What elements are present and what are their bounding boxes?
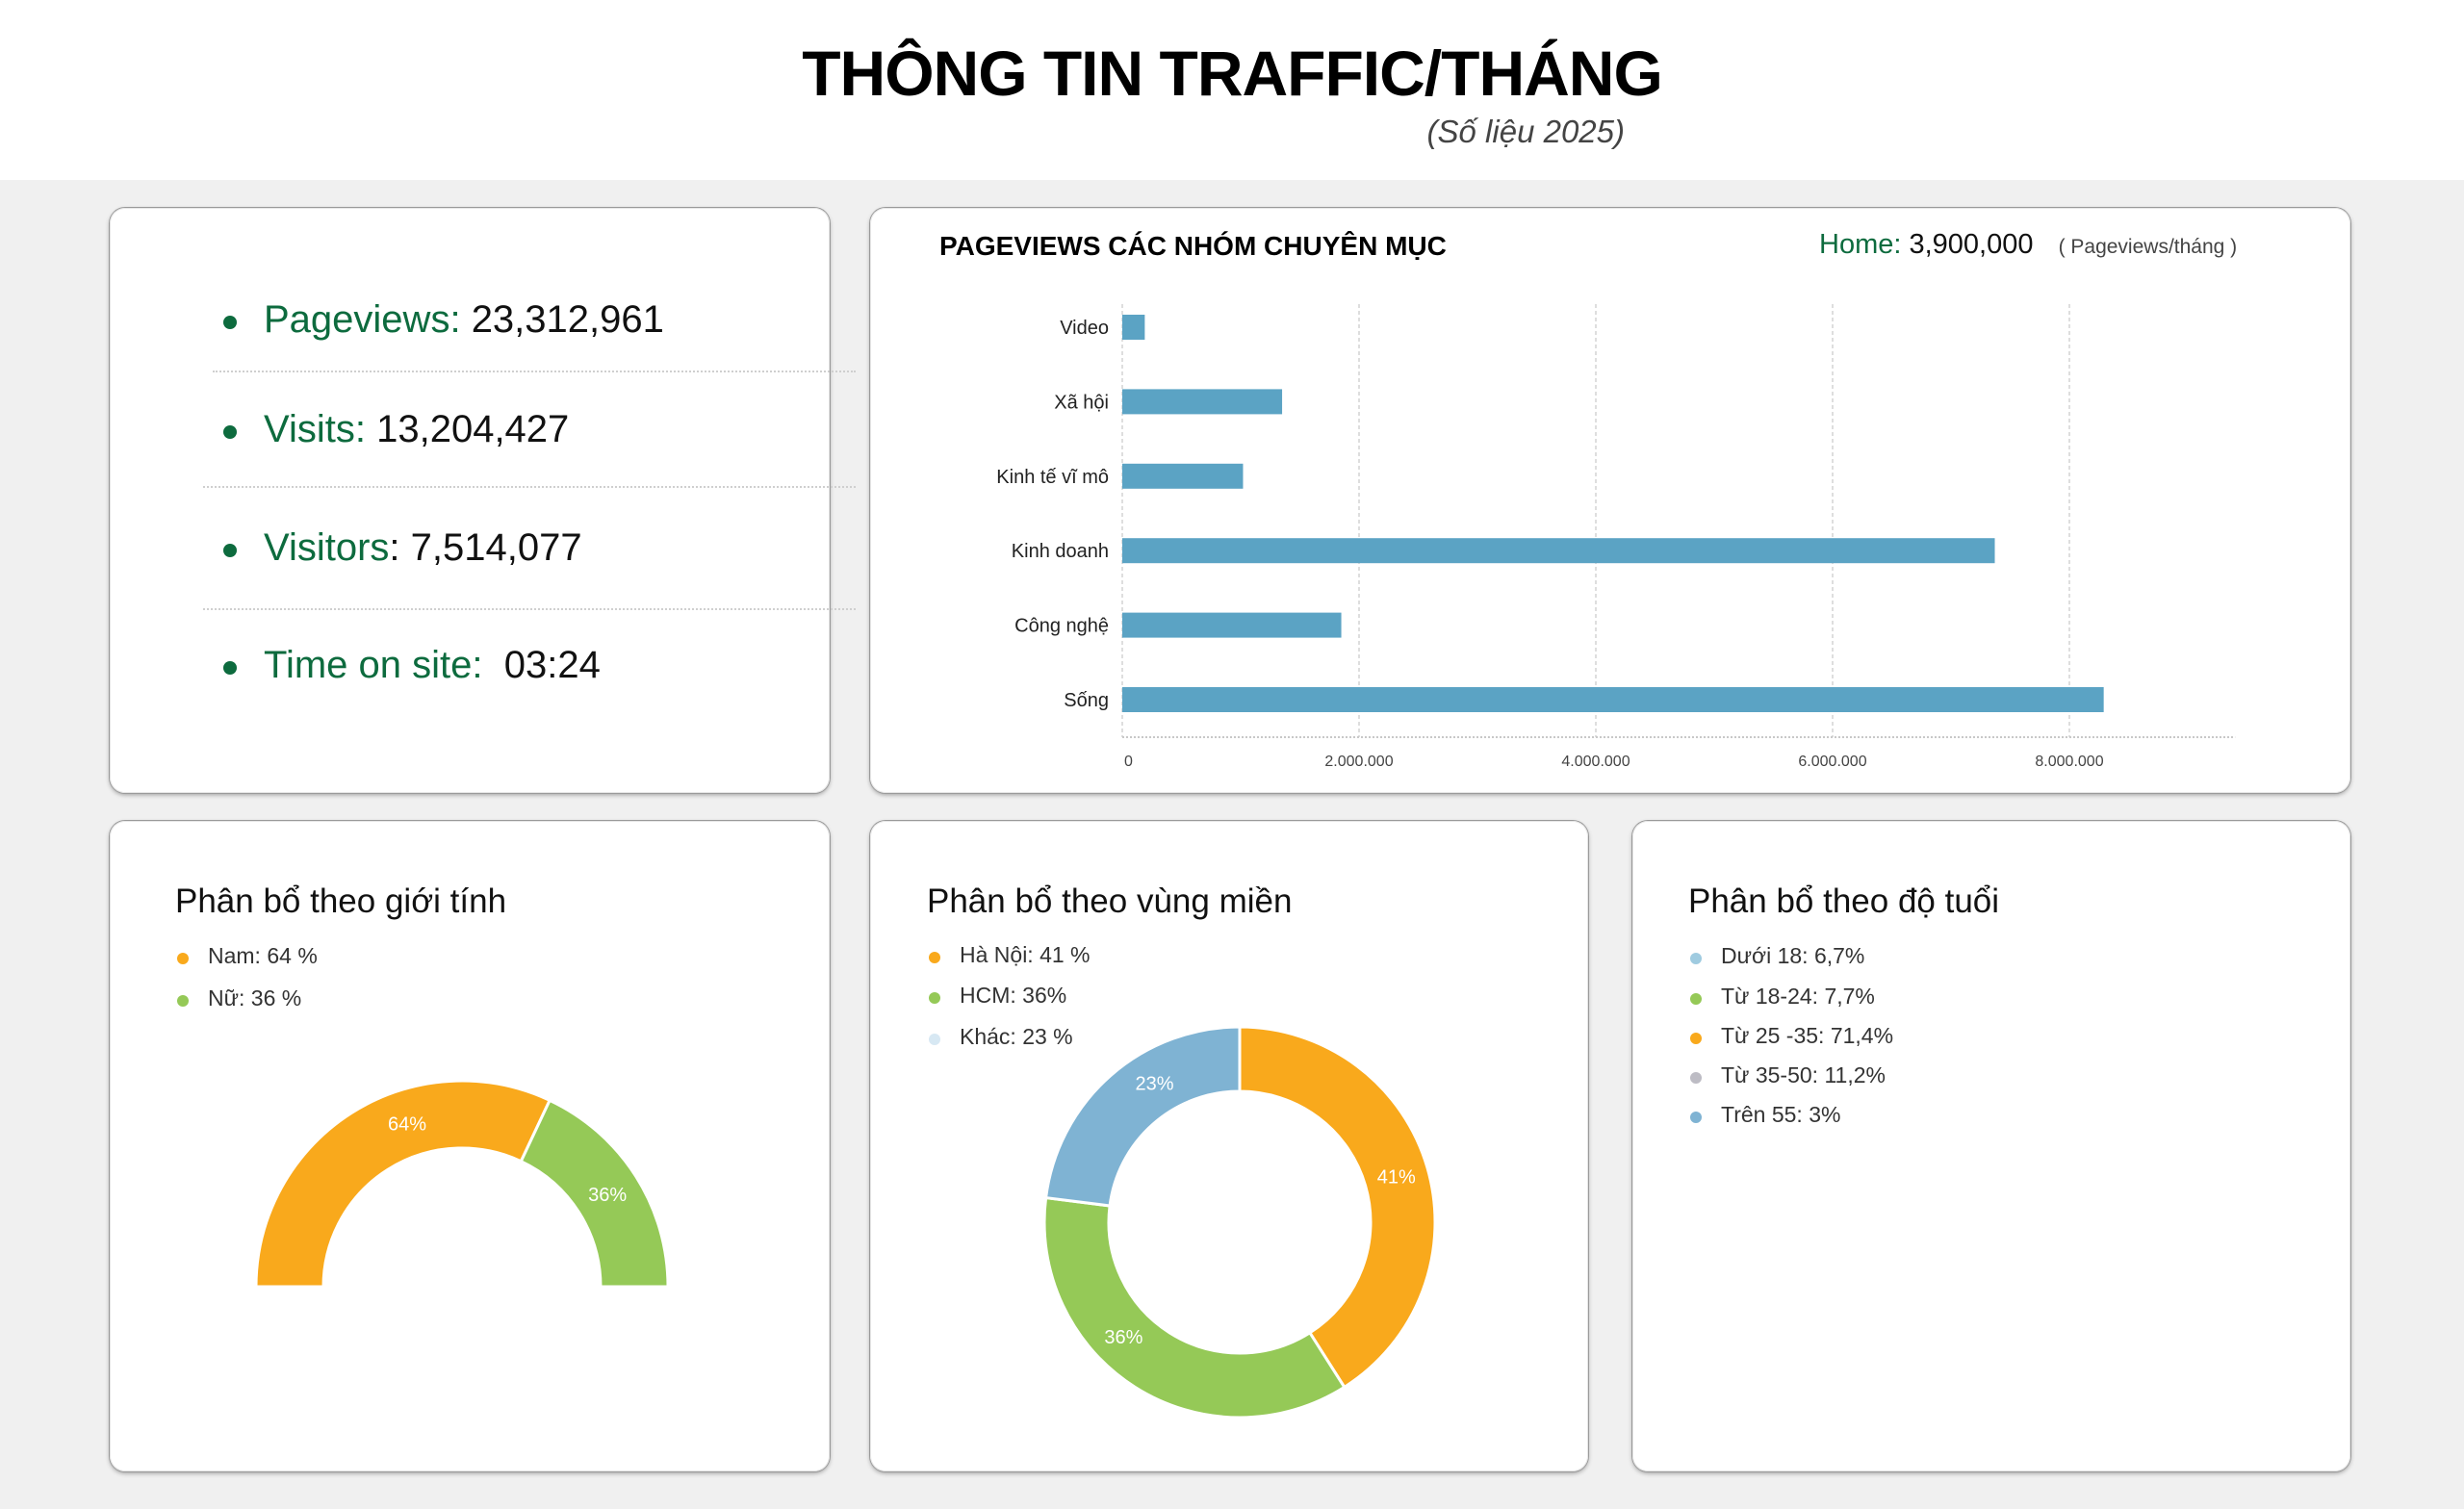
stat-visitors: Visitors: 7,514,077: [110, 521, 830, 578]
region-card: Phân bổ theo vùng miền Hà Nội: 41 % HCM:…: [870, 821, 1588, 1471]
legend-dot-icon: [929, 992, 940, 1004]
legend-text: Nam: 64 %: [208, 943, 318, 968]
gender-title: Phân bổ theo giới tính: [175, 882, 507, 920]
legend-dot-icon: [1690, 1072, 1702, 1084]
category-label: Kinh tế vĩ mô: [996, 467, 1109, 488]
x-tick-label: 4.000.000: [1561, 754, 1630, 770]
home-label: Home:: [1819, 229, 1902, 260]
legend-dot-icon: [1690, 1112, 1702, 1123]
legend-dot-icon: [929, 1034, 940, 1045]
legend-text: HCM: 36%: [960, 983, 1067, 1008]
stat-text: Pageviews: 23,312,961: [264, 298, 664, 342]
region-slice: [1238, 1025, 1437, 1390]
bar: [1122, 612, 1342, 638]
region-slice: [1043, 1025, 1242, 1208]
home-pageviews-note: Home: 3,900,000 ( Pageviews/tháng ): [1819, 229, 2237, 261]
stat-text: Visitors: 7,514,077: [264, 526, 582, 570]
legend-dot-icon: [1690, 993, 1702, 1005]
category-label: Sống: [1064, 690, 1109, 711]
legend-text: Từ 18-24: 7,7%: [1721, 984, 1875, 1009]
pageviews-chart-card: PAGEVIEWS CÁC NHÓM CHUYÊN MỤC Home: 3,90…: [870, 208, 2350, 793]
page-header: THÔNG TIN TRAFFIC/THÁNG (Số liệu 2025): [0, 0, 2464, 180]
stat-visits: Visits: 13,204,427: [110, 402, 830, 460]
category-label: Công nghệ: [1014, 616, 1109, 637]
region-title: Phân bổ theo vùng miền: [927, 882, 1293, 920]
legend-dot-icon: [929, 952, 940, 963]
bar: [1122, 315, 1145, 340]
bar: [1122, 463, 1244, 489]
legend-dot-icon: [1690, 1033, 1702, 1044]
x-tick-label: 2.000.000: [1324, 754, 1393, 770]
slice-label: 41%: [1377, 1167, 1416, 1189]
divider: [203, 486, 856, 488]
legend-text: Từ 35-50: 11,2%: [1721, 1062, 1886, 1087]
page-subtitle: (Số liệu 2025): [1426, 114, 1625, 149]
region-slice: [1042, 1195, 1347, 1419]
pageviews-bar-chart: 0 2.000.000 4.000.000 6.000.000 8.000.000 Vid…: [996, 304, 2236, 770]
stat-pageviews: Pageviews: 23,312,961: [110, 293, 830, 350]
legend-text: Từ 25 -35: 71,4%: [1721, 1023, 1894, 1048]
bar: [1122, 687, 2104, 712]
legend-text: Dưới 18: 6,7%: [1721, 943, 1865, 968]
home-unit: ( Pageviews/tháng ): [2058, 236, 2238, 258]
home-value: 3,900,000: [1909, 229, 2034, 260]
stat-label: Visits:: [264, 408, 366, 450]
slice-label: 36%: [588, 1185, 627, 1206]
bullet-icon: [223, 661, 237, 675]
stat-value: 13,204,427: [376, 408, 570, 450]
category-label: Kinh doanh: [1012, 541, 1109, 562]
legend-dot-icon: [1690, 953, 1702, 964]
stat-label: Visitors: [264, 526, 390, 569]
gender-card: Phân bổ theo giới tính Nam: 64 % Nữ: 36 …: [110, 821, 830, 1471]
category-label: Xã hội: [1054, 392, 1109, 413]
slice-label: 64%: [388, 1113, 426, 1135]
category-label: Video: [1060, 318, 1109, 339]
summary-card: Pageviews: 23,312,961 Visits: 13,204,427…: [110, 208, 856, 793]
legend-dot-icon: [177, 995, 189, 1007]
age-title: Phân bổ theo độ tuổi: [1688, 882, 2000, 920]
stat-text: Time on site: 03:24: [264, 644, 601, 687]
slice-label: 36%: [1104, 1327, 1142, 1348]
bullet-icon: [223, 316, 237, 329]
x-tick-label: 6.000.000: [1798, 754, 1866, 770]
bar: [1122, 389, 1283, 415]
x-tick-label: 8.000.000: [2035, 754, 2103, 770]
gender-slice: [254, 1079, 552, 1289]
stat-value: 03:24: [503, 644, 601, 686]
legend-dot-icon: [177, 953, 189, 964]
legend-text: Trên 55: 3%: [1721, 1102, 1841, 1127]
stat-text: Visits: 13,204,427: [264, 408, 569, 451]
stat-value: : 7,514,077: [389, 526, 582, 569]
stat-value: 23,312,961: [471, 298, 664, 341]
x-tick-label: 0: [1124, 754, 1133, 770]
divider: [213, 371, 856, 372]
stat-time-on-site: Time on site: 03:24: [110, 638, 830, 696]
age-card: Phân bổ theo độ tuổi Dưới 18: 6,7% Từ 18…: [1632, 821, 2350, 1471]
gender-semi-donut-chart: 64% 36%: [254, 1079, 670, 1289]
legend-text: Nữ: 36 %: [208, 985, 302, 1010]
legend-text: Khác: 23 %: [960, 1024, 1073, 1049]
slice-label: 23%: [1136, 1073, 1174, 1094]
bullet-icon: [223, 544, 237, 557]
stat-label: Time on site:: [264, 644, 483, 686]
legend-text: Hà Nội: 41 %: [960, 942, 1091, 967]
chart-title: PAGEVIEWS CÁC NHÓM CHUYÊN MỤC: [939, 231, 1447, 261]
bullet-icon: [223, 425, 237, 439]
bar: [1122, 538, 1995, 564]
gender-slice: [519, 1098, 670, 1289]
region-donut-chart: 41% 36% 23%: [1042, 1025, 1437, 1419]
stat-label: Pageviews:: [264, 298, 461, 341]
page-title: THÔNG TIN TRAFFIC/THÁNG: [802, 38, 1663, 109]
divider: [203, 608, 856, 610]
